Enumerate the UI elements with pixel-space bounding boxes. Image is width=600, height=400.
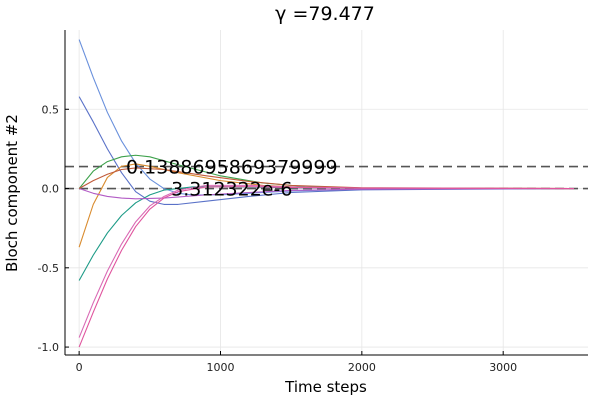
x-tick-label-2: 2000 [348, 361, 376, 374]
series-line-2 [78, 96, 574, 205]
grid [65, 30, 588, 355]
x-tick-label-0: 0 [76, 361, 83, 374]
ticks: 0 1000 2000 3000 -1.0 -0.5 0.0 0.5 [38, 103, 518, 374]
annotation-label-1: 0.1388695869379999 [126, 157, 338, 179]
annotation-label-2: 3.312322e-6 [171, 179, 292, 201]
series-line-5 [78, 186, 574, 281]
axes [64, 30, 588, 356]
x-tick-label-1: 1000 [206, 361, 234, 374]
x-tick-label-3: 3000 [489, 361, 517, 374]
series-line-9 [78, 186, 574, 348]
series-line-8 [78, 184, 574, 338]
y-tick-label-0: -1.0 [38, 341, 59, 354]
x-axis-label: Time steps [284, 378, 367, 396]
y-tick-label-1: -0.5 [38, 262, 59, 275]
y-tick-label-3: 0.5 [42, 103, 60, 116]
y-axis-label: Bloch component #2 [3, 114, 21, 272]
y-tick-label-2: 0.0 [42, 183, 60, 196]
chart-title: γ =79.477 [275, 3, 375, 25]
series-line-7 [78, 167, 574, 190]
series-lines [78, 39, 574, 348]
